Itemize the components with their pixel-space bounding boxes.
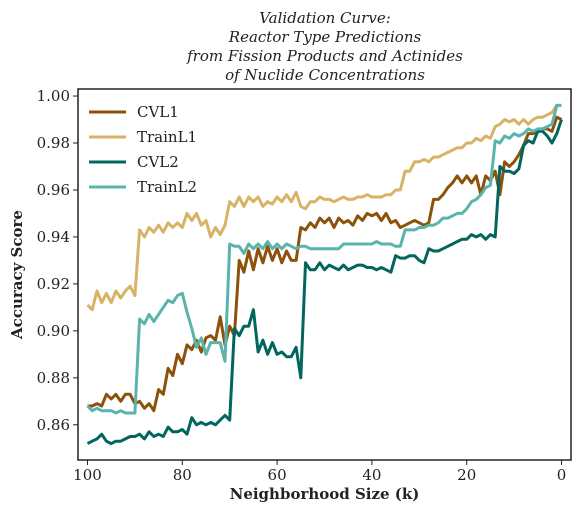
x-axis-ticks: 100 80 60 40 20 0 — [73, 460, 566, 484]
title-line-4: of Nuclide Concentrations — [225, 66, 425, 84]
plot-lines — [86, 103, 563, 446]
x-axis-label: Neighborhood Size (k) — [230, 485, 420, 503]
plot-frame — [77, 88, 572, 461]
title-line-2: Reactor Type Predictions — [228, 28, 422, 46]
legend-label-trainl1: TrainL1 — [137, 128, 197, 146]
y-tick-label: 1.00 — [37, 87, 70, 105]
x-tick-label: 0 — [557, 466, 567, 484]
legend-label-cvl1: CVL1 — [137, 103, 179, 121]
x-tick-label: 60 — [268, 466, 287, 484]
legend-label-cvl2: CVL2 — [137, 153, 179, 171]
title-line-1: Validation Curve: — [259, 9, 391, 27]
y-tick-label: 0.90 — [37, 322, 70, 340]
y-tick-label: 0.92 — [37, 275, 70, 293]
x-tick-label: 100 — [73, 466, 102, 484]
legend-label-trainl2: TrainL2 — [137, 178, 197, 196]
x-tick-label: 40 — [362, 466, 381, 484]
series-line-cvl2 — [86, 119, 563, 446]
series-line-trainl2 — [86, 103, 562, 415]
series-line-cvl1 — [87, 115, 563, 413]
y-axis-label: Accuracy Score — [8, 210, 26, 340]
chart-title: Validation Curve:Reactor Type Prediction… — [186, 9, 463, 84]
y-tick-label: 0.98 — [37, 134, 70, 152]
y-tick-label: 0.96 — [37, 181, 70, 199]
x-tick-label: 20 — [457, 466, 476, 484]
y-tick-label: 0.86 — [37, 416, 70, 434]
y-tick-label: 0.94 — [37, 228, 70, 246]
y-tick-label: 0.88 — [37, 369, 70, 387]
legend: CVL1 TrainL1 CVL2 TrainL2 — [89, 103, 197, 196]
y-axis-ticks: 0.86 0.88 0.90 0.92 0.94 0.96 0.98 1.00 — [37, 87, 78, 434]
title-line-3: from Fission Products and Actinides — [186, 47, 463, 65]
series-line-trainl1 — [86, 103, 562, 312]
x-tick-label: 80 — [173, 466, 192, 484]
